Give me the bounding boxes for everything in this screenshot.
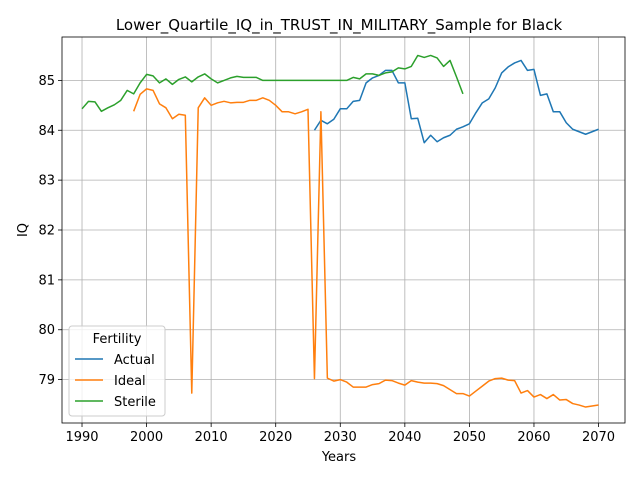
y-axis: 79 80 81 82 83 84 85 [38, 74, 62, 388]
y-tick-label: 81 [38, 273, 55, 288]
legend-box [68, 325, 166, 417]
chart-title: Lower_Quartile_IQ_in_TRUST_IN_MILITARY_S… [116, 16, 563, 35]
y-axis-label: IQ [16, 223, 31, 237]
series-line-actual [313, 59, 599, 144]
x-tick-label: 2000 [130, 430, 163, 445]
legend-label-actual: Actual [114, 353, 155, 368]
x-tick-label: 2040 [388, 430, 421, 445]
y-tick-label: 82 [38, 224, 55, 239]
legend-label-sterile: Sterile [114, 395, 156, 410]
legend-label-ideal: Ideal [114, 374, 146, 389]
legend-title: Fertility [93, 332, 142, 347]
series-line-ideal [132, 88, 599, 408]
y-tick-label: 84 [38, 124, 55, 139]
y-tick-label: 80 [38, 323, 55, 338]
x-tick-label: 2050 [453, 430, 486, 445]
x-axis-label: Years [321, 450, 357, 465]
y-tick-label: 83 [38, 174, 55, 189]
x-axis: 1990 2000 2010 2020 2030 2040 2050 2060 2070 [65, 423, 615, 445]
x-tick-label: 2070 [582, 430, 615, 445]
x-tick-label: 2010 [195, 430, 228, 445]
y-tick-label: 85 [38, 74, 55, 89]
x-tick-label: 2030 [324, 430, 357, 445]
x-tick-label: 2020 [259, 430, 292, 445]
y-tick-label: 79 [38, 373, 55, 388]
x-tick-label: 2060 [517, 430, 550, 445]
grid [62, 37, 625, 423]
series-line-sterile [81, 54, 464, 113]
plot-lines [81, 54, 599, 408]
legend: Fertility Actual Ideal Sterile [68, 325, 166, 417]
x-tick-label: 1990 [65, 430, 98, 445]
